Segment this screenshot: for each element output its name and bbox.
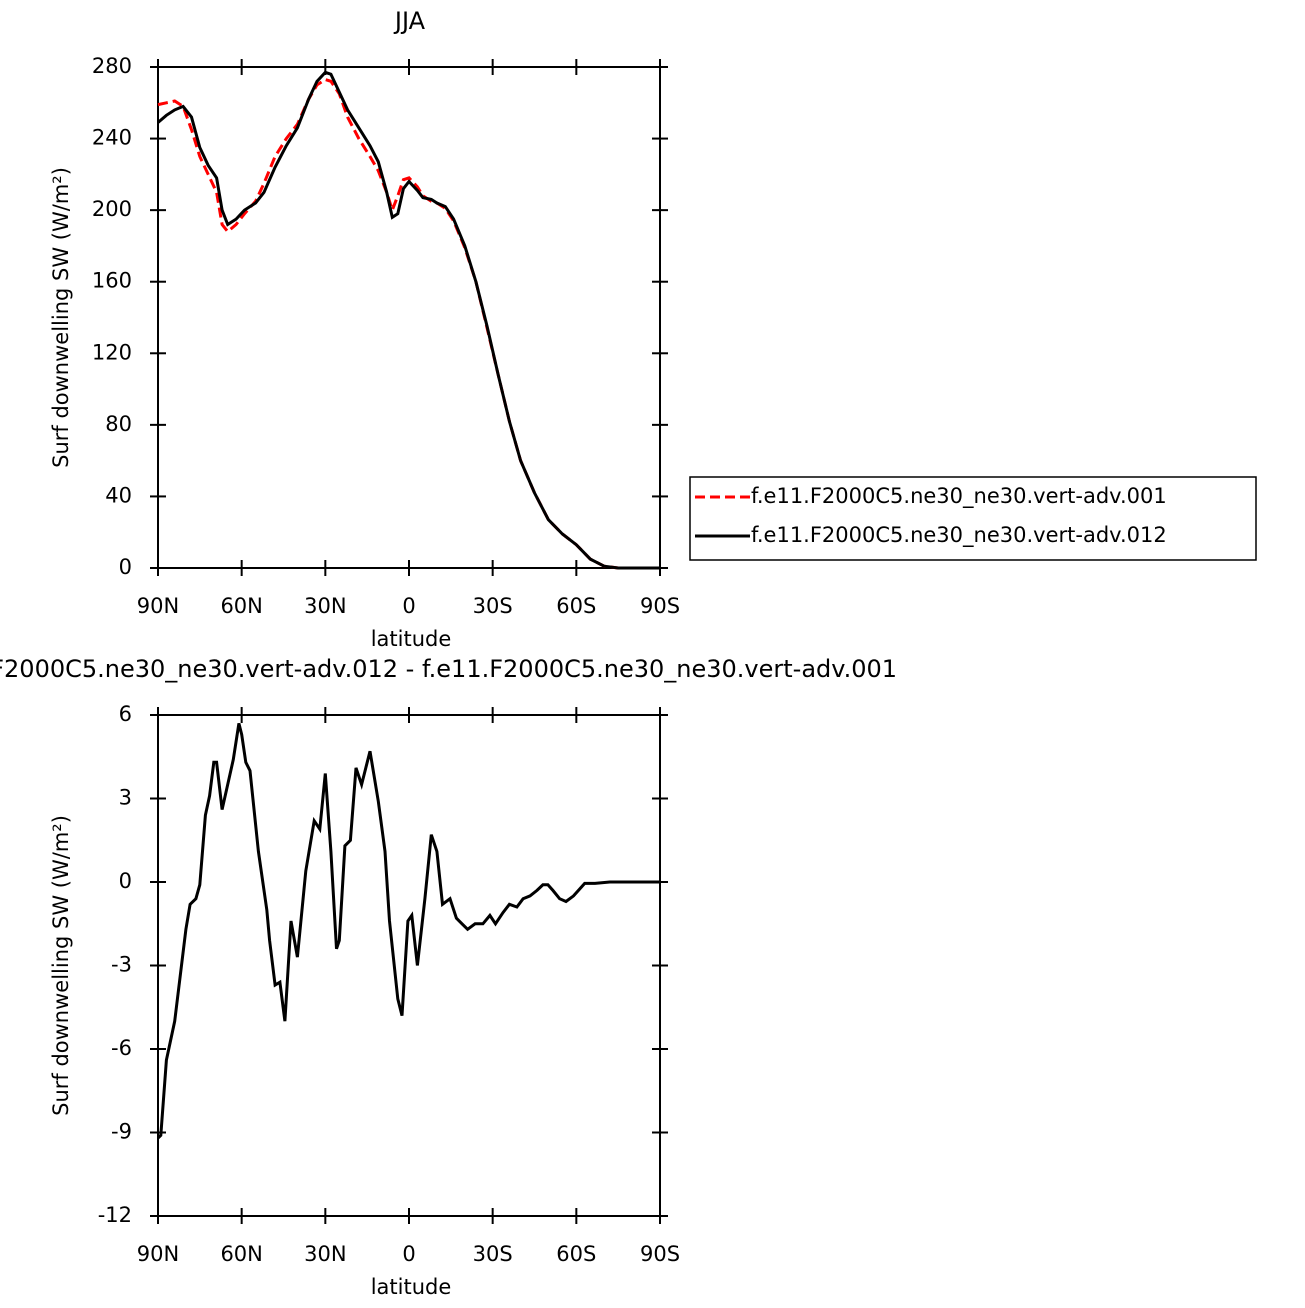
y-tick-label: 3: [119, 786, 132, 810]
y-axis-label: Surf downwelling SW (W/m²): [49, 815, 73, 1116]
y-tick-label: -12: [98, 1203, 132, 1227]
y-axis-label: Surf downwelling SW (W/m²): [49, 167, 73, 468]
y-tick-label: 0: [119, 869, 132, 893]
x-tick-label: 30S: [473, 594, 513, 618]
x-tick-label: 60S: [556, 594, 596, 618]
x-tick-label: 30N: [304, 594, 346, 618]
x-axis-label: latitude: [371, 627, 452, 651]
y-tick-label: 6: [119, 702, 132, 726]
y-tick-label: -9: [111, 1120, 132, 1144]
x-tick-label: 90S: [640, 1242, 680, 1266]
x-axis-label: latitude: [371, 1275, 452, 1299]
y-tick-label: 0: [119, 555, 132, 579]
x-tick-label: 0: [402, 1242, 415, 1266]
x-tick-label: 30S: [473, 1242, 513, 1266]
y-tick-label: 240: [92, 126, 132, 150]
y-tick-label: 280: [92, 54, 132, 78]
chart-title: JJA: [393, 7, 426, 35]
y-tick-label: -3: [111, 953, 132, 977]
legend-box: [689, 476, 1257, 561]
plot-frame: [157, 714, 661, 1217]
x-tick-label: 90N: [137, 594, 179, 618]
y-tick-label: 200: [92, 197, 132, 221]
legend-label: f.e11.F2000C5.ne30_ne30.vert-adv.012: [751, 523, 1167, 548]
data-line: [157, 70, 660, 570]
y-tick-label: 40: [105, 483, 132, 507]
y-tick-label: 160: [92, 269, 132, 293]
x-tick-label: 0: [402, 594, 415, 618]
y-tick-label: -6: [111, 1036, 132, 1060]
x-tick-label: 60N: [220, 1242, 262, 1266]
legend-label: f.e11.F2000C5.ne30_ne30.vert-adv.001: [751, 484, 1167, 509]
x-tick-label: 90S: [640, 594, 680, 618]
chart-title: f.e11.F2000C5.ne30_ne30.vert-adv.012 - f…: [0, 655, 897, 683]
y-tick-label: 120: [92, 340, 132, 364]
plot-frame: [157, 66, 661, 569]
data-line: [156, 723, 660, 1140]
x-tick-label: 60N: [220, 594, 262, 618]
y-tick-label: 80: [105, 412, 132, 436]
data-line: [157, 77, 660, 570]
x-tick-label: 90N: [137, 1242, 179, 1266]
x-tick-label: 30N: [304, 1242, 346, 1266]
x-tick-label: 60S: [556, 1242, 596, 1266]
